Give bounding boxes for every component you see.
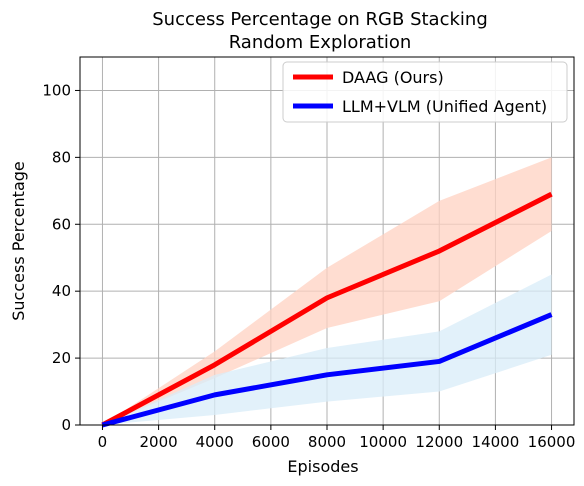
- x-tick-label: 2000: [139, 433, 177, 451]
- x-tick-label: 16000: [528, 433, 576, 451]
- y-axis-label: Success Percentage: [9, 161, 28, 321]
- y-tick-label: 100: [42, 81, 71, 99]
- legend: DAAG (Ours) LLM+VLM (Unified Agent): [282, 61, 568, 123]
- chart-title-line-1: Success Percentage on RGB Stacking: [152, 9, 488, 30]
- x-tick-label: 8000: [308, 433, 346, 451]
- y-tick-label: 40: [52, 282, 71, 300]
- y-tick-label: 0: [61, 416, 71, 434]
- series-band-1: [102, 274, 552, 425]
- legend-box: [282, 61, 568, 123]
- y-tick-label: 60: [52, 215, 71, 233]
- x-tick-label: 0: [98, 433, 108, 451]
- chart-title-line-2: Random Exploration: [229, 32, 412, 53]
- y-tick-label: 20: [52, 349, 71, 367]
- series-band-0: [102, 157, 552, 425]
- x-axis-label: Episodes: [287, 457, 358, 476]
- legend-label-1: LLM+VLM (Unified Agent): [342, 97, 547, 116]
- y-tick-label: 80: [52, 148, 71, 166]
- x-tick-label: 12000: [415, 433, 463, 451]
- x-tick-label: 4000: [196, 433, 234, 451]
- x-tick-label: 10000: [359, 433, 407, 451]
- legend-label-0: DAAG (Ours): [342, 68, 444, 87]
- plot-area: 0 2000 4000 6000 8000 10000 12000 14000 16000 0 20…: [42, 56, 576, 451]
- x-tick-label: 14000: [472, 433, 520, 451]
- x-tick-label: 6000: [252, 433, 290, 451]
